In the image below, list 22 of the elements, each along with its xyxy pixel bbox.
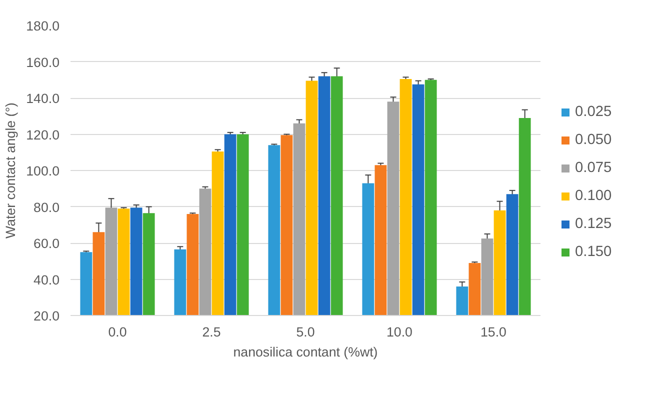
x-tick-label: 5.0	[296, 324, 315, 340]
legend-label: 0.100	[575, 188, 612, 204]
y-tick-label: 100.0	[26, 164, 60, 178]
y-tick-label: 140.0	[26, 91, 60, 106]
x-axis-title: nanosilica contant (%wt)	[233, 344, 378, 360]
x-tick-label: 10.0	[386, 324, 412, 340]
y-tick-label: 120.0	[26, 127, 60, 142]
legend-label: 0.125	[575, 216, 612, 232]
legend-label: 0.075	[575, 160, 612, 176]
x-tick-label: 0.0	[108, 324, 127, 340]
x-tick-label: 15.0	[480, 324, 506, 340]
y-tick-label: 60.0	[34, 236, 60, 251]
y-tick-label: 20.0	[34, 308, 60, 324]
legend-label: 0.150	[575, 244, 612, 260]
y-axis-title: Water contact angle (°)	[3, 102, 18, 238]
y-tick-label: 160.0	[26, 54, 60, 70]
x-tick-label: 2.5	[202, 324, 221, 340]
y-tick-label: 180.0	[26, 18, 60, 34]
y-tick-label: 80.0	[34, 200, 60, 215]
legend-label: 0.050	[575, 132, 612, 148]
legend-label: 0.025	[575, 104, 612, 120]
y-tick-label: 40.0	[34, 272, 60, 288]
